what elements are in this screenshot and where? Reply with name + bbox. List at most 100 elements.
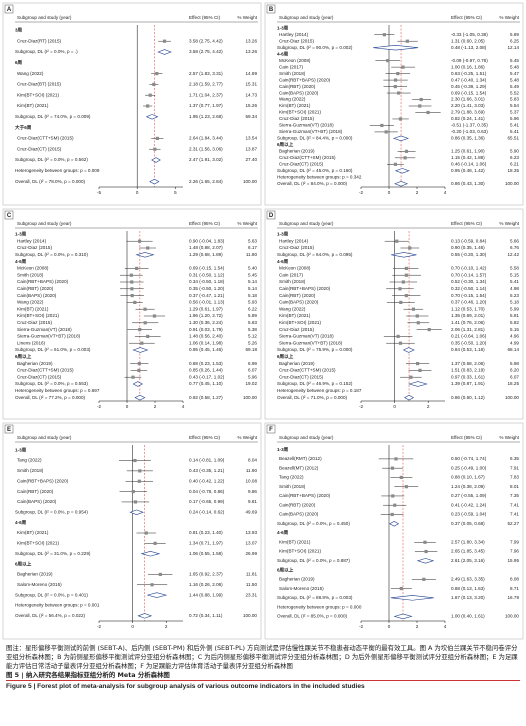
x-tick-label: 0 [388,624,391,629]
pooled-diamond [373,44,419,51]
study-label: Linens (2016) [17,340,46,345]
study-label: Sierra-Guzman(VT) (2018) [279,334,334,339]
weight: 15.31 [246,82,258,87]
study-label: Cain(RBT) (2020) [279,293,316,298]
weight: 7.91 [510,465,519,470]
effect-ci: 0.41 (-0.42, 1.24) [451,502,487,507]
effect-square [399,475,403,480]
effect-square [399,586,403,591]
weight: 5.14 [248,286,257,291]
weight: 5.48 [510,77,519,82]
effect-ci: 0.86 (0.43, 1.30) [451,181,485,186]
panel-letter: A [7,7,12,13]
effect-ci: 1.95 (1.23, 2.68) [189,114,223,119]
weight: 26.99 [246,551,258,556]
study-label: Cain(RBT+BAPS) (2020) [17,478,69,483]
study-label: Beazell(RMT) (2012) [279,456,322,461]
weight: 100.00 [243,179,257,184]
effect-square [418,368,422,372]
effect-ci: 2.18 (1.59, 2.77) [189,82,223,87]
caption: 图注：星形偏移平衡测试的前侧 (SEBT-A)、后内侧 (SEBT-PM) 和后… [6,644,520,691]
weight: 5.66 [510,238,519,243]
effect-square [137,479,141,483]
weight: 15.95 [508,558,520,563]
study-label: Cruz-Diaz(CTT+SM) (2015) [279,155,336,160]
effect-ci: 0.88 (0.13, 1.63) [451,586,485,591]
weight: 13.93 [246,530,258,535]
effect-square [411,307,416,311]
effect-ci: 1.39 (0.87, 1.91) [451,381,485,386]
heterogeneity-note: Heterogeneity between groups: p = 0.342 [277,174,362,179]
effect-ci: 1.51 (0.83, 2.19) [451,368,485,373]
header: Effect (95% CI) [189,15,221,20]
effect-square [404,485,408,489]
effect-square [398,117,403,121]
weight: 13.26 [246,38,258,43]
effect-ci: 1.00 (0.16, 1.86) [451,64,485,69]
effect-ci: 0.81 (0.23, 1.40) [189,530,223,535]
weight: 59.34 [246,114,258,119]
study-label: Beazell(MT) (2012) [279,465,319,470]
effect-ci: 1.37 (0.77, 1.97) [189,103,223,108]
effect-ci: 1.96 (1.20, 2.72) [189,313,223,318]
weight: 5.47 [510,71,519,76]
group-label: 4-6周 [277,529,289,536]
weight: 5.45 [510,58,519,63]
weight: 5.99 [510,306,519,311]
effect-square [416,321,420,325]
study-label: Kim(BT) (2021) [17,306,49,311]
effect-square [143,307,147,311]
effect-square [146,334,150,338]
pooled-diamond [394,181,409,187]
study-label: Bagherian (2019) [279,577,315,582]
study-label: McKeon (2008) [279,266,311,271]
weight: 6.21 [510,162,519,167]
panel-border [264,2,524,206]
effect-ci: 2.64 (1.84, 3.44) [189,136,223,141]
header: Subgroup and study (year) [17,221,72,226]
effect-ci: 2.20 (1.41, 3.03) [451,103,485,108]
panel-border [2,422,262,640]
weight: 68.14 [508,347,520,352]
header: % Weight [237,435,257,440]
effect-ci: 0.50 (-0.74, 1.74) [451,456,487,461]
pooled-diamond [402,347,415,353]
effect-ci: 0.70 (-0.14, 1.57) [451,272,487,277]
pooled-diamond [134,394,146,401]
study-label: Subgroup, DL (I² = 74.0%, p = 0.009) [15,114,91,119]
effect-square [426,110,430,115]
study-label: Cruz-Diaz (2015) [279,245,314,250]
group-label: 1-3周 [15,231,27,238]
weight: 7.41 [510,502,519,507]
effect-ci: 0.25 (-0.49, 1.00) [451,465,487,470]
study-label: Subgroup, DL (I² = 88.8%, p = 0.003) [277,595,353,600]
effect-ci: 2.06 (1.31, 2.81) [451,327,485,332]
weight: 14.89 [246,71,258,76]
effect-square [405,39,409,43]
effect-square [427,328,431,332]
weight: 9.81 [248,499,257,504]
effect-square [396,334,400,338]
effect-ci: 1.41 (0.76, 2.06) [451,320,485,325]
study-label: Subgroup, DL (I² = 0.0%, p = 0.562) [15,157,88,162]
x-tick-label: 0 [393,404,396,409]
panel-letter: C [7,213,12,219]
study-label: Overall, DL (I² = 78.0%, p = 0.000) [15,179,86,184]
forest-figure: A Subgroup and study (year) Effect (95% CI… [2,2,524,640]
x-tick-label: 0 [388,190,391,195]
study-label: Salom-Moreno (2015) [279,586,324,591]
weight: 5.15 [510,272,519,277]
effect-square [133,300,137,304]
x-tick-label: 0 [131,624,134,629]
x-tick-label: 5 [174,190,177,195]
weight: 5.41 [510,129,519,134]
weight: 69.18 [246,347,258,352]
effect-square [131,375,135,379]
pooled-diamond [389,520,400,527]
effect-square [155,136,159,140]
effect-ci: 0.24 (-0.14, 0.62) [189,510,225,515]
weight: 6.25 [510,38,519,43]
group-label: 6周以上 [277,141,294,148]
panel-letter-box [266,210,276,220]
effect-square [393,78,398,82]
